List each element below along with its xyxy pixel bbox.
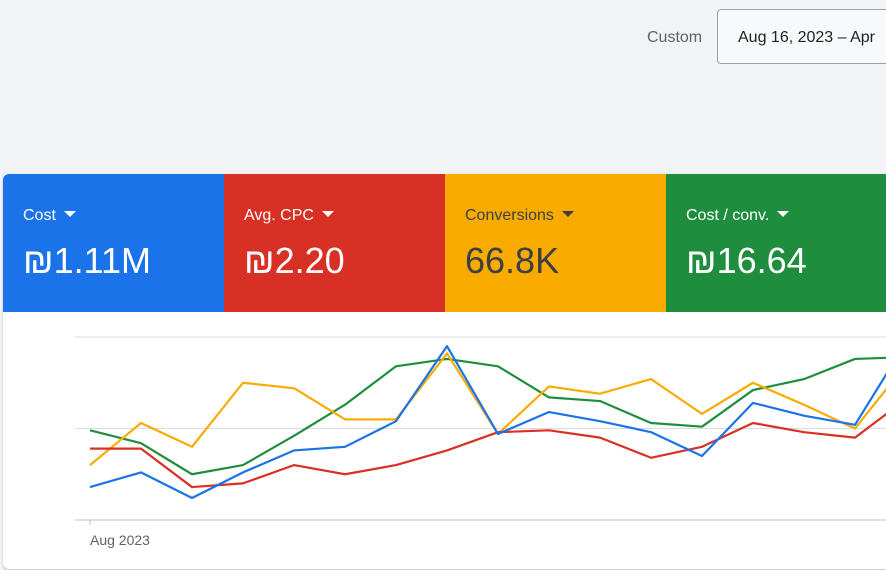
metric-selector-cost-per-conv[interactable]: Cost / conv. bbox=[686, 207, 790, 225]
metric-label: Cost bbox=[23, 207, 56, 224]
metric-value-avg-cpc: ₪2.20 bbox=[244, 240, 345, 281]
metric-label: Cost / conv. bbox=[686, 207, 770, 224]
metric-tile-avg-cpc[interactable]: Avg. CPC ₪2.20 bbox=[224, 174, 445, 312]
date-range-picker[interactable]: Aug 16, 2023 – Apr bbox=[717, 9, 886, 64]
series-line-2 bbox=[90, 412, 886, 489]
metric-label: Avg. CPC bbox=[244, 207, 314, 224]
metric-tile-conversions[interactable]: Conversions 66.8K bbox=[445, 174, 666, 312]
metric-tile-cost[interactable]: Cost ₪1.11M bbox=[3, 174, 224, 312]
metric-tile-cost-per-conv[interactable]: Cost / conv. ₪16.64 bbox=[666, 174, 886, 312]
dropdown-caret-icon bbox=[63, 211, 76, 217]
dropdown-caret-icon bbox=[321, 211, 334, 217]
metric-selector-conversions[interactable]: Conversions bbox=[465, 207, 574, 225]
metric-value-conversions: 66.8K bbox=[465, 240, 560, 281]
performance-card: Cost ₪1.11M Avg. CPC ₪2.20 Conversions 6… bbox=[3, 174, 886, 569]
series-line-3 bbox=[89, 352, 886, 466]
metric-value-cost: ₪1.11M bbox=[23, 240, 151, 281]
series-line-1 bbox=[89, 345, 886, 500]
metric-selector-avg-cpc[interactable]: Avg. CPC bbox=[244, 207, 334, 225]
metric-tiles: Cost ₪1.11M Avg. CPC ₪2.20 Conversions 6… bbox=[3, 174, 886, 312]
series-line-4 bbox=[89, 356, 886, 476]
dropdown-caret-icon bbox=[777, 211, 790, 217]
x-tick-label: Aug 2023 bbox=[90, 532, 150, 548]
date-range-value: Aug 16, 2023 – Apr bbox=[738, 29, 875, 46]
dropdown-caret-icon bbox=[561, 211, 574, 217]
metric-label: Conversions bbox=[465, 207, 554, 224]
metric-value-cost-per-conv: ₪16.64 bbox=[686, 240, 807, 281]
performance-line-chart: Aug 2023 bbox=[75, 336, 886, 548]
metric-selector-cost[interactable]: Cost bbox=[23, 207, 76, 225]
date-range-preset-label: Custom bbox=[647, 29, 703, 46]
